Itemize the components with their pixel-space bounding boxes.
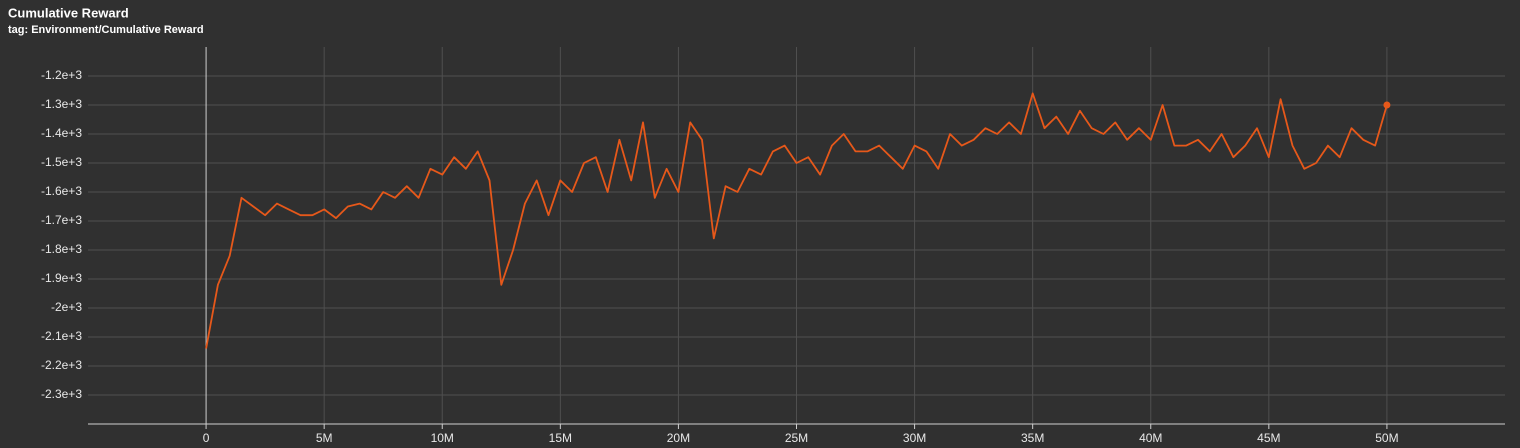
y-tick-label: -1.5e+3 (41, 155, 82, 169)
x-tick-label: 5M (316, 431, 333, 445)
y-tick-label: -1.8e+3 (41, 242, 82, 256)
y-tick-label: -1.4e+3 (41, 126, 82, 140)
y-tick-label: -2.3e+3 (41, 387, 82, 401)
x-tick-label: 0 (203, 431, 210, 445)
y-tick-label: -2e+3 (51, 300, 82, 314)
y-tick-label: -1.2e+3 (41, 68, 82, 82)
y-tick-label: -1.7e+3 (41, 213, 82, 227)
x-tick-label: 35M (1021, 431, 1044, 445)
line-series (205, 92, 1388, 349)
y-tick-label: -2.2e+3 (41, 358, 82, 372)
x-tick-label: 50M (1375, 431, 1398, 445)
x-tick-label: 40M (1139, 431, 1162, 445)
chart-title: Cumulative Reward (8, 5, 129, 20)
x-tick-label: 30M (903, 431, 926, 445)
y-tick-label: -1.3e+3 (41, 97, 82, 111)
x-tick-label: 10M (431, 431, 454, 445)
chart-subtitle: tag: Environment/Cumulative Reward (8, 24, 204, 36)
y-tick-label: -1.9e+3 (41, 271, 82, 285)
y-tick-label: -2.1e+3 (41, 329, 82, 343)
y-tick-label: -1.6e+3 (41, 184, 82, 198)
x-tick-label: 15M (549, 431, 572, 445)
last-point (1383, 101, 1391, 109)
x-tick-label: 45M (1257, 431, 1280, 445)
x-tick-label: 20M (667, 431, 690, 445)
x-tick-label: 25M (785, 431, 808, 445)
